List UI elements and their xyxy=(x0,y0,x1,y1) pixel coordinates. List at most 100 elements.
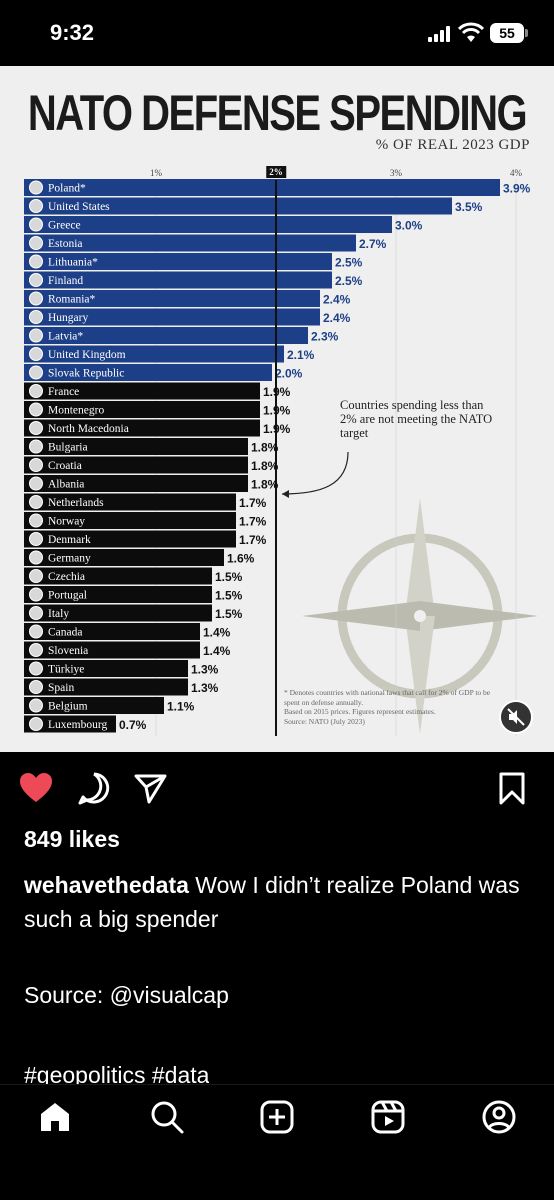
bar xyxy=(24,253,332,270)
bar xyxy=(24,530,236,548)
bar-category-label: Greece xyxy=(48,220,81,232)
battery-indicator: 55 xyxy=(490,23,528,43)
target-reference-line xyxy=(275,180,277,736)
status-time: 9:32 xyxy=(50,20,95,45)
bar xyxy=(24,216,392,233)
bar-category-label: Spain xyxy=(48,682,74,694)
flag-icon xyxy=(29,458,43,472)
bar-value-label: 1.8% xyxy=(251,441,279,455)
flag-icon xyxy=(29,606,43,620)
bar-value-label: 2.5% xyxy=(335,274,363,288)
bar xyxy=(24,345,284,363)
bookmark-icon[interactable] xyxy=(494,770,530,806)
bar-value-label: 2.0% xyxy=(275,367,303,381)
bar-category-label: Lithuania* xyxy=(48,257,98,269)
bar xyxy=(24,586,212,603)
flag-icon xyxy=(29,643,43,657)
home-icon[interactable] xyxy=(37,1099,73,1135)
bar-value-label: 1.9% xyxy=(263,404,291,418)
send-icon[interactable] xyxy=(132,770,168,806)
bar xyxy=(24,549,224,566)
footnote-text: Denotes countries with national laws tha… xyxy=(284,688,491,707)
post-image[interactable]: Poland* 3.9% United States 3.5% Greece 3.0% Es… xyxy=(0,66,554,752)
comment-icon[interactable] xyxy=(76,770,112,806)
bar-value-label: 2.1% xyxy=(287,348,315,362)
flag-icon xyxy=(29,717,43,731)
footnote-text-2: Based on 2015 prices. Figures represent … xyxy=(284,707,436,716)
flag-icon xyxy=(29,310,43,324)
flag-icon xyxy=(29,476,43,491)
nato-emblem-arm xyxy=(405,498,435,616)
speaker-muted-icon xyxy=(507,708,525,726)
bar-category-label: France xyxy=(48,386,79,398)
bar-category-label: North Macedonia xyxy=(48,423,129,435)
bar-category-label: Hungary xyxy=(48,312,88,324)
annotation-arrowhead xyxy=(282,490,289,498)
bar-category-label: Slovak Republic xyxy=(48,368,124,380)
bar xyxy=(24,271,332,289)
post-actions xyxy=(0,768,554,812)
x-tick-label: 3% xyxy=(390,168,402,178)
caption-username[interactable]: wehavethedata xyxy=(24,872,189,898)
nato-emblem-arm xyxy=(405,616,435,734)
bar-category-label: Germany xyxy=(48,553,91,565)
bar xyxy=(24,401,260,418)
bar-value-label: 1.5% xyxy=(215,570,243,584)
bar-category-label: Türkiye xyxy=(48,664,84,676)
bottom-navigation xyxy=(0,1084,554,1200)
heart-icon[interactable] xyxy=(18,770,54,806)
cellular-signal-icon xyxy=(428,26,450,42)
bar xyxy=(24,715,116,733)
chart: Poland* 3.9% United States 3.5% Greece 3.0% Es… xyxy=(24,179,538,736)
bar-category-label: Czechia xyxy=(48,571,85,583)
bar xyxy=(24,641,200,659)
bar-value-label: 1.9% xyxy=(263,422,291,436)
caption-source: Source: @visualcap xyxy=(24,982,229,1008)
flag-icon xyxy=(29,698,43,713)
bar xyxy=(24,382,260,400)
nato-emblem-arm xyxy=(420,601,538,631)
bar-value-label: 3.5% xyxy=(455,200,483,214)
flag-icon xyxy=(29,439,43,454)
nato-emblem-arm xyxy=(302,601,420,631)
bar xyxy=(24,179,500,196)
bar-category-label: Slovenia xyxy=(48,645,88,657)
bar-value-label: 1.1% xyxy=(167,700,195,714)
bar-value-label: 1.4% xyxy=(203,644,231,658)
x-tick-label: 2% xyxy=(266,166,286,178)
bar xyxy=(24,567,212,585)
bar xyxy=(24,604,212,622)
reels-icon[interactable] xyxy=(370,1099,406,1135)
bar-value-label: 2.7% xyxy=(359,237,387,251)
flag-icon xyxy=(29,421,43,435)
profile-icon[interactable] xyxy=(481,1099,517,1135)
bar xyxy=(24,475,248,492)
bar-category-label: Montenegro xyxy=(48,405,104,417)
bar-category-label: Latvia* xyxy=(48,331,83,343)
caption-hashtags[interactable]: #geopolitics #data xyxy=(24,1062,210,1084)
bar-category-label: Luxembourg xyxy=(48,719,107,731)
flag-icon xyxy=(29,254,43,269)
bar-category-label: United States xyxy=(48,201,110,213)
bar-value-label: 3.9% xyxy=(503,182,531,196)
bar-category-label: Italy xyxy=(48,608,69,620)
footnote-source: Source: NATO (July 2023) xyxy=(284,716,365,726)
bar xyxy=(24,327,308,344)
mute-button[interactable] xyxy=(499,700,533,734)
infographic-subtitle: % OF REAL 2023 GDP xyxy=(375,137,530,153)
bar-value-label: 2.4% xyxy=(323,293,351,307)
search-icon[interactable] xyxy=(149,1099,185,1135)
bar xyxy=(24,456,248,474)
bar xyxy=(24,308,320,326)
bar-category-label: Poland* xyxy=(48,183,86,195)
bar-value-label: 1.7% xyxy=(239,515,267,529)
bar-value-label: 0.7% xyxy=(119,718,147,732)
flag-icon xyxy=(29,624,43,639)
flag-icon xyxy=(29,680,43,694)
bar xyxy=(24,660,188,677)
create-icon[interactable] xyxy=(259,1099,295,1135)
bar-value-label: 3.0% xyxy=(395,219,423,233)
annotation-arrow xyxy=(281,451,349,495)
likes-count[interactable]: 849 likes xyxy=(24,826,120,852)
bar xyxy=(24,512,236,529)
